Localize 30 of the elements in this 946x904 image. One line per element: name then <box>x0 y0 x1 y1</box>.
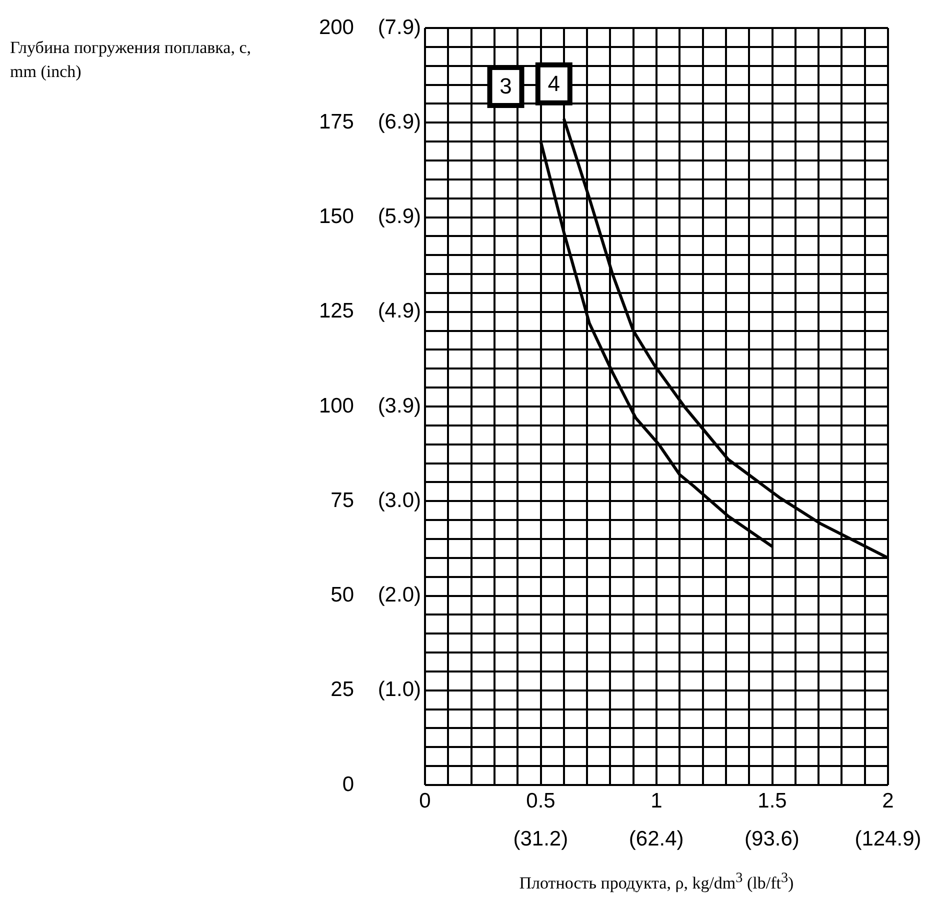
text: 3 <box>500 74 512 99</box>
y2-tick-label: (6.9) <box>378 110 421 134</box>
y-tick-label: 175 <box>318 110 354 134</box>
y-tick-label: 150 <box>318 205 354 228</box>
y2-tick-label: (5.9) <box>378 205 421 228</box>
x2-tick-label: (31.2) <box>513 827 568 850</box>
x-tick-label: 1 <box>650 789 662 812</box>
x-axis-title: Плотность продукта, ρ, kg/dm$^{3}$ (lb/ft$^{3}$) <box>518 870 795 894</box>
y-tick-label: 0 <box>342 772 354 796</box>
x-tick-label: 0.5 <box>526 789 556 812</box>
x2-tick-label: (93.6) <box>744 827 800 850</box>
x-tick-label: 0 <box>419 789 431 812</box>
y2-tick-label: (7.9) <box>378 16 421 39</box>
y-tick-label: 125 <box>318 300 354 323</box>
y2-tick-label: (2.0) <box>378 584 421 606</box>
y2-tick-label: (1.0) <box>378 678 421 702</box>
y2-tick-label: (4.9) <box>378 300 421 323</box>
y-tick-label: 25 <box>330 678 354 702</box>
x-tick-label: 1.5 <box>758 789 787 812</box>
legend-label: 4 <box>548 70 560 96</box>
x2-tick-label: (62.4) <box>628 827 684 850</box>
y-tick-label: 100 <box>318 394 354 418</box>
x-tick-label: 2 <box>882 789 894 812</box>
y2-tick-label: (3.0) <box>378 488 421 512</box>
x2-tick-label: (124.9) <box>854 827 922 850</box>
y-tick-label: 50 <box>330 584 354 607</box>
y-tick-label: 75 <box>330 488 354 512</box>
y-axis-title: Глубина погружения поплавка, c, mm (inch) <box>10 37 252 83</box>
y-tick-label: 200 <box>318 16 354 39</box>
y2-tick-label: (3.9) <box>378 394 421 418</box>
